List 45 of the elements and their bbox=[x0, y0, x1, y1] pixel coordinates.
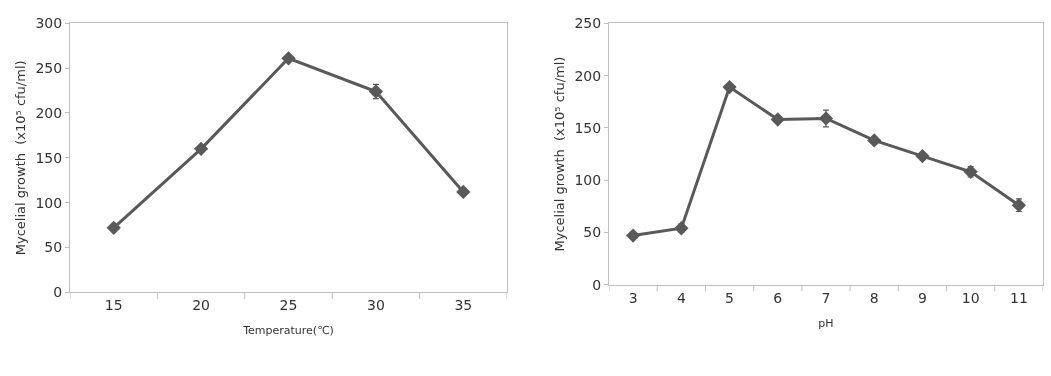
x-axis-title: Temperature(℃) bbox=[242, 324, 334, 338]
y-tick-label: 250 bbox=[35, 60, 63, 77]
y-tick-label: 100 bbox=[574, 172, 602, 189]
y-tick-label: 150 bbox=[35, 149, 63, 166]
x-tick-label: 15 bbox=[104, 297, 123, 314]
y-tick-label: 0 bbox=[53, 284, 63, 301]
x-tick-label: 9 bbox=[917, 289, 927, 306]
x-tick-label: 6 bbox=[773, 289, 783, 306]
point bbox=[867, 133, 882, 148]
point bbox=[1011, 198, 1027, 213]
point bbox=[818, 111, 834, 126]
y-tick-label: 300 bbox=[35, 15, 63, 32]
x-tick-label: 7 bbox=[821, 289, 831, 306]
y-tick-label: 150 bbox=[574, 119, 602, 136]
point bbox=[456, 184, 471, 200]
x-tick-label: 20 bbox=[192, 297, 211, 314]
point bbox=[193, 141, 209, 157]
point bbox=[674, 221, 689, 236]
x-tick-label: 5 bbox=[725, 289, 735, 306]
y-tick-label: 200 bbox=[35, 104, 63, 121]
x-tick-label: 30 bbox=[366, 297, 385, 314]
point bbox=[281, 51, 296, 66]
y-tick-label: 200 bbox=[574, 67, 602, 84]
y-tick-label: 50 bbox=[44, 239, 63, 256]
y-tick-label: 250 bbox=[574, 15, 602, 32]
y-axis-title: Mycelial growth (x10⁵ cfu/ml) bbox=[552, 56, 568, 252]
x-tick-label: 4 bbox=[676, 289, 686, 306]
y-axis-title: Mycelial growth (x10⁵ cfu/ml) bbox=[13, 60, 29, 256]
x-tick-label: 8 bbox=[869, 289, 879, 306]
y-tick-label: 50 bbox=[583, 224, 602, 241]
x-tick-label: 11 bbox=[1009, 289, 1028, 306]
x-tick-label: 10 bbox=[961, 289, 980, 306]
point bbox=[915, 148, 930, 164]
x-tick-label: 3 bbox=[628, 289, 638, 306]
x-tick-label: 25 bbox=[279, 297, 298, 314]
point bbox=[368, 84, 384, 99]
x-tick-label: 35 bbox=[454, 297, 473, 314]
x-axis-title: pH bbox=[818, 316, 834, 330]
point bbox=[770, 112, 785, 127]
y-tick-label: 100 bbox=[35, 194, 63, 211]
y-tick-label: 0 bbox=[592, 276, 602, 293]
point bbox=[963, 164, 978, 179]
point bbox=[106, 220, 121, 235]
point bbox=[722, 79, 737, 95]
point bbox=[625, 228, 641, 243]
